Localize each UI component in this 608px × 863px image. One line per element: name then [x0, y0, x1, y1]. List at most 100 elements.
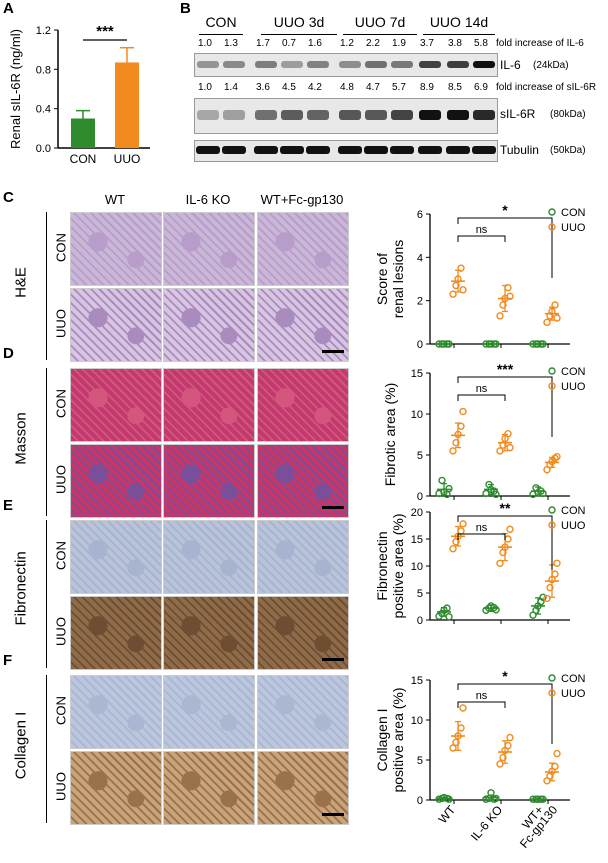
il6-fold-value: 5.8	[474, 38, 488, 49]
stain-label: Fibronectin	[12, 551, 30, 626]
scatter-point-uuo	[454, 532, 462, 540]
scatter-point-con	[534, 340, 542, 348]
il6-fold-value: 3.7	[420, 38, 434, 49]
scale-bar	[322, 813, 344, 816]
scatter-point-con	[490, 487, 498, 495]
a-ytick-label: 0.0	[36, 143, 51, 155]
scatter-point-uuo	[546, 583, 554, 592]
scatter-point-con	[445, 484, 453, 493]
scatter-point-con	[440, 793, 448, 802]
scatter-point-con	[435, 489, 443, 498]
scatter-bracket-label: ns	[476, 224, 488, 236]
scatter-point-uuo	[548, 457, 556, 466]
scatter-ytick-label: 0	[417, 615, 423, 627]
legend-marker-con	[548, 208, 556, 216]
scatter-point-con	[440, 606, 448, 614]
sil6r-fold-value: 4.7	[366, 82, 380, 93]
scatter-bracket-sig	[457, 217, 553, 278]
scatter-point-uuo	[506, 525, 514, 533]
sil6r-fold-value: 1.0	[198, 82, 212, 93]
scale-bar	[322, 658, 344, 661]
sil6r-fold-value: 5.7	[392, 82, 406, 93]
scatter-point-con	[435, 340, 443, 348]
a-ytick-label: 1.2	[36, 25, 51, 37]
sil6r-fold-value: 3.6	[256, 82, 270, 93]
legend-marker-uuo	[548, 521, 556, 529]
scatter-bracket-label: **	[500, 500, 511, 516]
micrograph-masson-con-0	[70, 368, 162, 442]
blot-group-underline	[261, 34, 337, 35]
scatter-point-con	[492, 490, 500, 499]
stain-bracket-line	[46, 520, 47, 668]
scatter-point-uuo	[459, 704, 467, 712]
tubulin-band	[390, 146, 414, 154]
scatter-point-con	[485, 604, 493, 612]
legend-label-con: CON	[561, 366, 586, 378]
sil6r-band	[419, 110, 441, 120]
tubulin-band-size: (50kDa)	[550, 145, 586, 156]
scatter-point-con	[487, 485, 495, 494]
scatter-point-con	[539, 340, 547, 348]
scatter-point-uuo	[459, 520, 467, 528]
panel-a-bar-chart: 0.0 0.4 0.8 1.2 Renal sIL-6R (ng/ml) CON UUO **…	[8, 23, 150, 166]
scatter-ytick-label: 15	[411, 675, 423, 687]
scatter-point-con	[445, 340, 453, 348]
scatter-ytick-label: 5	[417, 755, 423, 767]
micrograph-fibronectin-con-2	[257, 520, 349, 594]
scatter-point-uuo	[551, 762, 559, 771]
legend-marker-uuo	[548, 689, 556, 697]
sil6r-fold-label: fold increase of sIL-6R	[496, 82, 597, 93]
micrograph-he-uuo-0	[70, 288, 162, 362]
il6-blot-strip	[194, 53, 498, 77]
scatter-point-con	[485, 794, 493, 803]
scatter-point-con	[492, 794, 500, 803]
blot-group-underline	[343, 34, 417, 35]
scatter-point-uuo	[449, 290, 457, 298]
scatter-xtick-label: WT+	[519, 803, 546, 832]
il6-fold-value: 1.2	[340, 38, 354, 49]
panel-c-label: C	[3, 189, 14, 206]
blot-group-label: UUO 14d	[429, 14, 489, 30]
scatter-point-uuo	[548, 575, 556, 584]
micrograph-collageni-uuo-1	[163, 751, 255, 825]
scatter-point-con	[482, 606, 490, 614]
stain-label: Collagen I	[12, 711, 30, 780]
scatter-point-uuo	[452, 738, 460, 747]
micro-row-label: CON	[53, 389, 69, 418]
scatter-point-con	[492, 340, 500, 348]
sil6r-band	[447, 110, 469, 120]
scatter-bracket-label: *	[502, 202, 508, 218]
tubulin-band	[306, 146, 330, 154]
scatter-point-uuo	[543, 466, 551, 474]
scatter-point-uuo	[543, 777, 551, 785]
micrograph-fibronectin-uuo-0	[70, 596, 162, 670]
micro-column-header: WT	[104, 192, 126, 207]
legend-marker-con	[548, 674, 556, 682]
micro-row-label: CON	[53, 696, 69, 725]
scatter-bracket-label: ***	[497, 361, 514, 377]
scatter-ytick-label: 5	[417, 588, 423, 600]
scatter-point-con	[532, 795, 540, 803]
micrograph-fibronectin-uuo-1	[163, 596, 255, 670]
scatter-bracket-ns	[457, 235, 506, 242]
scatter-point-con	[438, 340, 446, 348]
scatter-point-con	[482, 489, 490, 498]
il6-fold-value: 0.7	[282, 38, 296, 49]
scatter-point-uuo	[551, 301, 559, 309]
micro-row-label: CON	[53, 233, 69, 262]
scatter-bracket-ns	[457, 394, 506, 401]
scatter-point-con	[534, 489, 542, 497]
il6-band	[255, 61, 277, 68]
scatter-point-con	[445, 613, 453, 621]
stain-bracket-line	[46, 675, 47, 823]
a-xtick-label: UUO	[114, 152, 141, 166]
legend-label-con: CON	[561, 207, 586, 219]
scatter-point-uuo	[449, 447, 457, 455]
scatter-point-con	[443, 490, 451, 499]
scatter-point-con	[485, 480, 493, 489]
panel-b-label: B	[180, 0, 191, 17]
il6-fold-label: fold increase of IL-6	[496, 38, 584, 49]
legend-marker-con	[548, 367, 556, 375]
scatter-point-con	[532, 340, 540, 348]
scatter-point-uuo	[496, 312, 504, 320]
